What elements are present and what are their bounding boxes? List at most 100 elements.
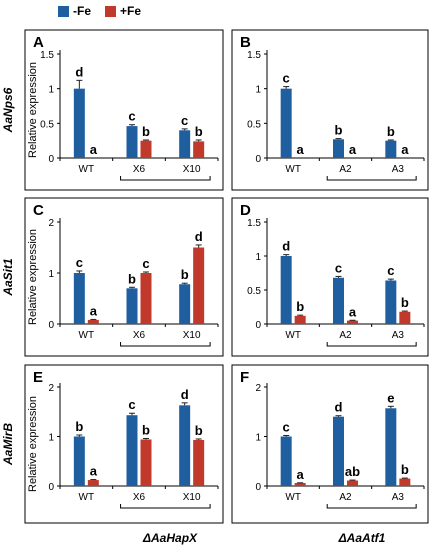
x-tick-label-c: X6 bbox=[133, 330, 146, 341]
y-tick-label-a: 1.5 bbox=[40, 50, 54, 61]
panel-frame-e bbox=[24, 364, 224, 524]
panel-frame-f bbox=[231, 364, 429, 524]
bar-d-a3-plus-fe bbox=[399, 311, 411, 324]
y-tick-label-c: 0 bbox=[48, 320, 54, 331]
legend-item-minus-fe: -Fe bbox=[58, 4, 91, 18]
y-tick-label-d: 0 bbox=[255, 320, 261, 331]
mutant-bracket-f bbox=[326, 504, 417, 509]
significance-letter-a: a bbox=[90, 142, 98, 157]
bar-c-x10-minus-fe bbox=[179, 284, 191, 324]
y-tick-label-a: 0.5 bbox=[40, 119, 54, 130]
y-tick-label-d: 1.5 bbox=[247, 218, 261, 229]
y-tick-label-b: 1 bbox=[255, 85, 261, 96]
significance-letter-e: d bbox=[181, 387, 189, 402]
legend-item-plus-fe: +Fe bbox=[105, 4, 141, 18]
significance-letter-e: b bbox=[75, 419, 83, 434]
significance-letter-b: b bbox=[335, 123, 343, 138]
significance-letter-d: b bbox=[401, 295, 409, 310]
significance-letter-b: a bbox=[401, 142, 409, 157]
y-tick-label-e: 2 bbox=[48, 383, 54, 394]
bar-f-wt-minus-fe bbox=[280, 436, 292, 486]
y-axis-title: Relative expression bbox=[27, 229, 39, 325]
significance-letter-f: e bbox=[387, 390, 394, 405]
significance-letter-d: b bbox=[296, 299, 304, 314]
x-tick-label-d: WT bbox=[285, 330, 301, 341]
bar-c-x10-plus-fe bbox=[193, 247, 205, 324]
bar-d-wt-plus-fe bbox=[294, 315, 306, 324]
panel-letter-d: D bbox=[240, 202, 251, 219]
legend-swatch-plus-fe bbox=[105, 5, 116, 17]
y-tick-label-c: 1 bbox=[48, 269, 54, 280]
mutant-bracket-d bbox=[326, 342, 417, 347]
row-gene-label: AaNps6 bbox=[1, 87, 15, 133]
row-gene-label: AaMirB bbox=[1, 423, 15, 466]
legend-label-plus-fe: +Fe bbox=[120, 4, 142, 18]
y-tick-label-e: 0 bbox=[48, 482, 54, 493]
group-label-atf1: ΔAaAtf1 bbox=[338, 531, 386, 545]
bar-c-x6-plus-fe bbox=[140, 273, 152, 324]
significance-letter-e: b bbox=[195, 423, 203, 438]
x-tick-label-b: A2 bbox=[339, 164, 352, 175]
bar-b-wt-minus-fe bbox=[280, 88, 292, 158]
x-tick-label-f: A3 bbox=[392, 492, 405, 503]
panel-frame-c bbox=[24, 197, 224, 357]
bar-a-x6-minus-fe bbox=[126, 126, 138, 158]
mutant-bracket-b bbox=[326, 176, 417, 181]
y-tick-label-a: 0 bbox=[48, 154, 54, 165]
mutant-bracket-e bbox=[120, 504, 211, 509]
panel-letter-f: F bbox=[240, 369, 249, 386]
panel-letter-b: B bbox=[240, 34, 251, 51]
x-tick-label-a: X6 bbox=[133, 164, 146, 175]
y-tick-label-c: 2 bbox=[48, 218, 54, 229]
significance-letter-a: c bbox=[181, 113, 188, 128]
bar-a-x10-minus-fe bbox=[179, 130, 191, 158]
bar-b-a3-minus-fe bbox=[385, 140, 397, 158]
y-tick-label-b: 1.5 bbox=[247, 50, 261, 61]
significance-letter-b: c bbox=[283, 71, 290, 86]
bar-f-a2-minus-fe bbox=[333, 416, 344, 486]
bar-e-x6-minus-fe bbox=[126, 415, 138, 486]
significance-letter-d: c bbox=[387, 263, 394, 278]
significance-letter-e: b bbox=[142, 422, 150, 437]
significance-letter-f: d bbox=[335, 400, 343, 415]
panel-frame-d bbox=[231, 197, 429, 357]
significance-letter-d: d bbox=[282, 239, 290, 254]
x-tick-label-f: WT bbox=[285, 492, 301, 503]
y-axis-title: Relative expression bbox=[27, 396, 39, 492]
bar-e-wt-plus-fe bbox=[87, 480, 99, 486]
bar-f-a2-plus-fe bbox=[347, 480, 358, 486]
significance-letter-b: b bbox=[387, 124, 395, 139]
x-tick-label-b: WT bbox=[285, 164, 301, 175]
legend-label-minus-fe: -Fe bbox=[73, 4, 91, 18]
panel-frame-b bbox=[231, 29, 429, 191]
x-tick-label-f: A2 bbox=[339, 492, 352, 503]
mutant-bracket-a bbox=[120, 176, 211, 181]
group-label-hapx: ΔAaHapX bbox=[142, 531, 198, 545]
significance-letter-f: a bbox=[297, 467, 305, 482]
x-tick-label-b: A3 bbox=[392, 164, 405, 175]
bar-c-x6-minus-fe bbox=[126, 288, 138, 324]
bar-f-a3-minus-fe bbox=[385, 408, 397, 486]
x-tick-label-a: X10 bbox=[183, 164, 201, 175]
bar-a-x6-plus-fe bbox=[140, 140, 152, 158]
y-tick-label-b: 0.5 bbox=[247, 119, 261, 130]
x-tick-label-d: A2 bbox=[339, 330, 352, 341]
x-tick-label-c: WT bbox=[79, 330, 95, 341]
x-tick-label-e: X6 bbox=[133, 492, 146, 503]
bar-d-a3-minus-fe bbox=[385, 280, 397, 324]
x-tick-label-a: WT bbox=[79, 164, 95, 175]
bar-a-wt-minus-fe bbox=[73, 88, 85, 158]
y-tick-label-f: 2 bbox=[255, 383, 261, 394]
bar-e-x6-plus-fe bbox=[140, 439, 152, 486]
significance-letter-a: d bbox=[75, 64, 83, 79]
x-tick-label-e: X10 bbox=[183, 492, 201, 503]
y-tick-label-d: 0.5 bbox=[247, 286, 261, 297]
bar-d-wt-minus-fe bbox=[280, 256, 292, 324]
significance-letter-f: ab bbox=[345, 464, 360, 479]
y-tick-label-d: 1 bbox=[255, 252, 261, 263]
significance-letter-c: c bbox=[76, 255, 83, 270]
panel-letter-c: C bbox=[33, 202, 44, 219]
significance-letter-a: b bbox=[142, 124, 150, 139]
panel-frame-a bbox=[24, 29, 224, 191]
